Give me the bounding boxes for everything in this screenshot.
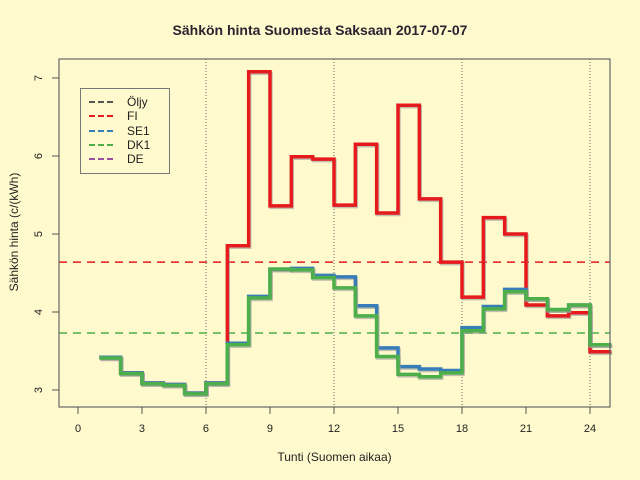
- legend-label: DE: [127, 152, 144, 167]
- x-tick-label: 24: [584, 423, 596, 435]
- y-tick-label: 6: [33, 153, 45, 159]
- x-tick-label: 6: [203, 423, 209, 435]
- y-axis-label: Sähkön hinta (c/(kWh): [7, 172, 21, 292]
- chart-title: Sähkön hinta Suomesta Saksaan 2017-07-07: [172, 22, 468, 38]
- x-tick-label: 12: [328, 423, 340, 435]
- legend-item-de: DE: [81, 152, 169, 166]
- legend-item-dk1: DK1: [81, 138, 169, 152]
- y-tick-label: 7: [33, 75, 45, 81]
- legend-item-oljy: Öljy: [81, 95, 169, 109]
- y-tick-label: 3: [33, 387, 45, 393]
- x-axis-label: Tunti (Suomen aikaa): [277, 450, 392, 464]
- legend-swatch-icon: [89, 129, 113, 132]
- series-line-fi: [99, 70, 612, 395]
- legend-label: Öljy: [127, 95, 148, 110]
- legend-swatch-icon: [89, 158, 113, 161]
- legend-label: DK1: [127, 138, 151, 153]
- x-tick-label: 9: [267, 423, 273, 435]
- legend-swatch-icon: [89, 101, 113, 104]
- legend-label: SE1: [127, 123, 150, 138]
- legend-item-se1: SE1: [81, 124, 169, 138]
- legend: Öljy FI SE1 DK1 DE: [80, 88, 170, 174]
- legend-swatch-icon: [89, 115, 113, 118]
- series-shadow: [100, 71, 613, 397]
- legend-swatch-icon: [89, 144, 113, 147]
- y-tick-label: 5: [33, 231, 45, 237]
- x-tick-label: 3: [139, 423, 145, 435]
- y-tick-label: 4: [33, 309, 45, 315]
- x-tick-label: 18: [456, 423, 468, 435]
- x-tick-label: 0: [75, 423, 81, 435]
- x-tick-label: 21: [520, 423, 532, 435]
- series-line-dk1: [99, 267, 612, 396]
- x-tick-label: 15: [392, 423, 404, 435]
- legend-item-fi: FI: [81, 109, 169, 123]
- plot-border: [58, 58, 611, 408]
- legend-label: FI: [127, 109, 138, 124]
